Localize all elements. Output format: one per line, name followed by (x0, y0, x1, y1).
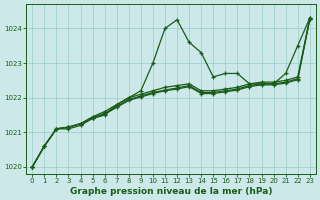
X-axis label: Graphe pression niveau de la mer (hPa): Graphe pression niveau de la mer (hPa) (70, 187, 272, 196)
